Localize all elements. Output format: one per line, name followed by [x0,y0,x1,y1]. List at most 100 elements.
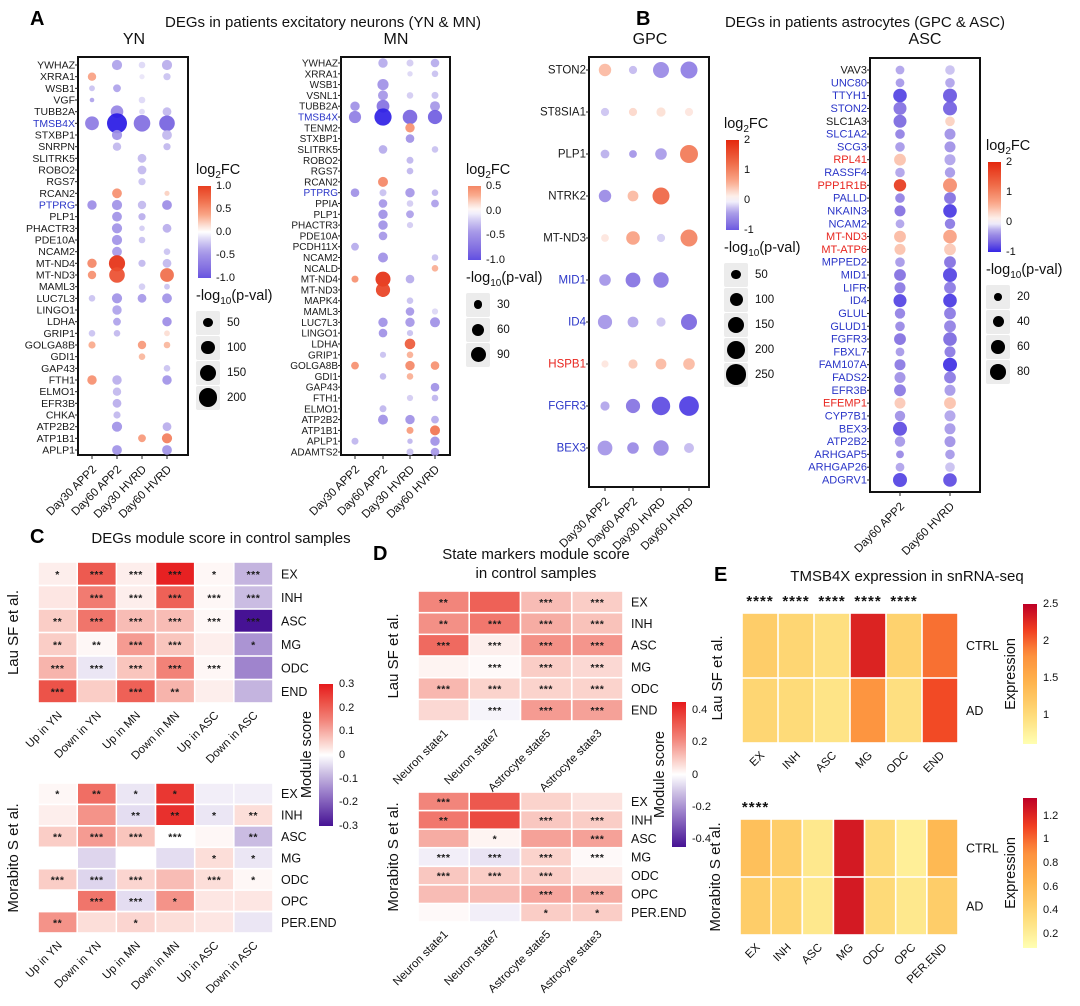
gene-label: FGFR3 [548,401,586,413]
heatmap-cell [117,869,155,890]
gene-label: TUBB2A [299,102,338,113]
dot [378,145,388,154]
row-label: INH [281,809,303,823]
dot [88,341,96,349]
row-label: EX [281,567,298,581]
row-label: OPC [281,894,308,908]
dot [597,314,613,330]
heatmap-cell [38,633,77,656]
gene-label: PLP1 [558,149,586,161]
dot [653,272,669,288]
size-key [196,310,220,335]
significance-stars: *** [129,874,143,886]
row-label: EX [631,595,648,609]
dot [405,274,415,284]
heatmap-cell [418,904,469,922]
dot [943,473,957,487]
significance-stars: *** [168,616,182,628]
heatmap-cell [803,877,833,935]
heatmap-cell [117,805,155,825]
significance-stars: *** [437,871,451,883]
significance-stars: *** [488,640,502,652]
dot [895,65,905,75]
colorbar-tick: 0 [692,768,699,781]
dot [137,153,147,163]
x-axis-label: Day60 HVRD [900,501,957,558]
dot [945,449,955,460]
gene-label: CHKA [46,410,75,422]
gene-label: LUC7L3 [36,293,75,305]
significance-stars: *** [168,663,182,675]
significance-stars: *** [90,592,104,604]
gene-label: PHACTR3 [291,221,338,232]
dot [113,411,121,419]
gene-label: STON2 [548,65,586,77]
heatmap-cell [78,783,116,804]
heatmap-cell [865,877,895,935]
panel-d-title-line2: in control samples [475,564,597,582]
x-axis-label: Up in YN [24,940,65,981]
dot [628,65,638,75]
dot [894,384,906,397]
heatmap-cell [850,678,886,743]
significance-stars: *** [90,663,104,675]
size-key [986,359,1010,384]
significance-stars: ** [249,832,259,844]
heatmap-cell [38,890,77,911]
dot [111,223,123,234]
heatmap-cell [117,609,155,632]
heatmap-cell [78,586,116,609]
heatmap-cell [38,912,77,933]
heatmap-cell [156,562,194,585]
size-circle [991,340,1005,354]
dot [113,317,121,326]
gene-label: PLP1 [314,210,339,221]
heatmap-cell [38,805,77,825]
heatmap-cell [834,819,864,877]
colorbar-tick: -0.2 [692,800,711,813]
row-label: MG [631,851,651,865]
dot [430,58,440,68]
size-legend-entry: 100 [196,335,300,360]
dot [138,353,146,361]
colorbar-tick: 0.5 [486,179,502,192]
dot [138,213,146,221]
heatmap-cell [572,635,623,656]
panel-b-title: DEGs in patients astrocytes (GPC & ASC) [724,14,1006,31]
dot [894,436,906,447]
size-legend-entry: 50 [724,262,828,287]
heatmap-cell [470,678,520,699]
heatmap-cell [572,867,623,885]
dot [895,257,905,267]
row-label: ODC [281,873,309,887]
dot [378,58,388,68]
x-axis-label: END [921,750,947,776]
row-label: EX [281,787,298,801]
heatmap-cell [117,890,155,911]
heatmap-cell [470,848,520,866]
legend-title: Module score [652,730,668,819]
size-circle [994,292,1002,301]
x-axis-label: MG [854,750,876,772]
dot [111,199,123,211]
significance-stars: *** [488,684,502,696]
dot [405,360,415,371]
colorbar-tick: 0.2 [1043,927,1059,940]
size-circle [729,293,743,307]
heatmap-cell [470,829,520,847]
dot [681,314,697,330]
size-key [196,335,220,360]
dot [111,234,123,246]
dot [379,189,387,197]
significance-stars: *** [539,597,553,609]
source-label: Lau SF et al. [5,590,22,675]
size-label: 40 [1017,315,1030,328]
dot [431,91,439,99]
heatmap-cell [470,656,520,677]
heatmap-cell [156,890,194,911]
dot [431,254,439,261]
dot [684,107,694,117]
size-circle [199,364,217,381]
dot [944,384,956,396]
gene-label: RCAN2 [304,177,338,188]
